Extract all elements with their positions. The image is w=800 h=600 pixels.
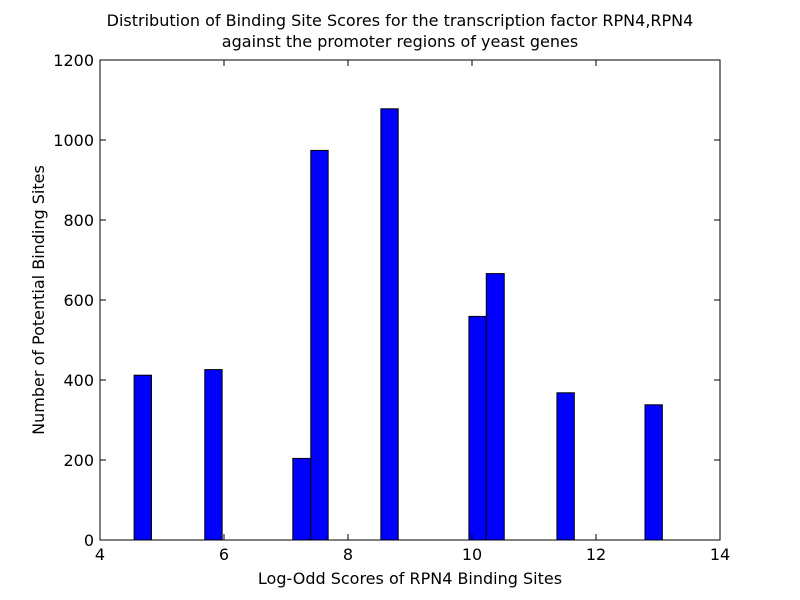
chart-title-line1: Distribution of Binding Site Scores for …: [107, 11, 694, 30]
bar-4: [380, 108, 399, 541]
x-axis-label: Log-Odd Scores of RPN4 Binding Sites: [258, 569, 562, 588]
x-tick-label-0: 4: [95, 545, 105, 564]
bar-7: [556, 392, 575, 541]
bar-8: [644, 404, 663, 541]
bar-5: [468, 315, 487, 541]
bar-0: [133, 374, 152, 541]
x-tick-label-4: 12: [586, 545, 606, 564]
x-tick-label-1: 6: [219, 545, 229, 564]
y-axis-label: Number of Potential Binding Sites: [29, 165, 48, 435]
y-tick-label-3: 600: [63, 291, 94, 310]
y-tick-label-1: 200: [63, 451, 94, 470]
bar-1: [204, 369, 223, 541]
y-tick-label-4: 800: [63, 211, 94, 230]
x-tick-label-3: 10: [462, 545, 482, 564]
ticks-layer: 4 6 8 10 12 14 0 200 400 600 800 1000 1200: [53, 51, 730, 564]
bar-6: [485, 273, 505, 541]
y-tick-label-0: 0: [84, 531, 94, 550]
y-tick-label-5: 1000: [53, 131, 94, 150]
bar-3: [310, 149, 329, 541]
bar-2: [292, 457, 312, 541]
y-tick-label-6: 1200: [53, 51, 94, 70]
x-tick-label-2: 8: [343, 545, 353, 564]
y-tick-label-2: 400: [63, 371, 94, 390]
bars-layer: [133, 108, 663, 541]
chart-title-line2: against the promoter regions of yeast ge…: [222, 32, 578, 51]
plot-frame: [99, 59, 721, 541]
x-tick-label-5: 14: [710, 545, 730, 564]
